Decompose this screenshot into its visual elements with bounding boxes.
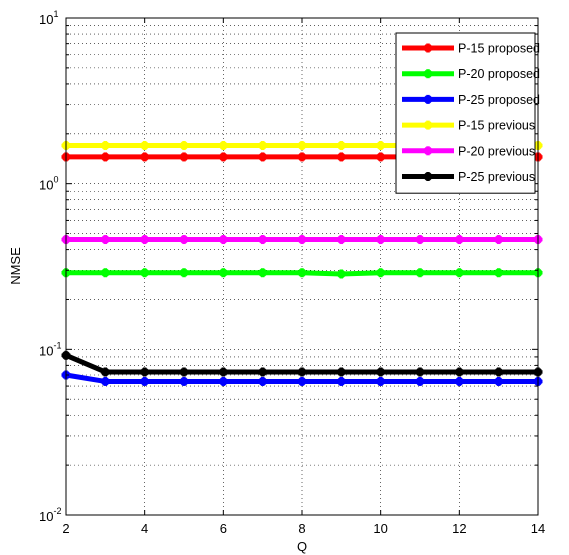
legend-label: P-25 proposed [458, 93, 540, 107]
x-tick-label: 4 [141, 521, 148, 536]
legend-label: P-20 proposed [458, 67, 540, 81]
legend: P-15 proposed P-20 proposed P-25 proposed P… [396, 33, 540, 193]
x-tick-label: 2 [62, 521, 69, 536]
y-tick-label: 101 [39, 9, 58, 27]
x-tick-label: 14 [531, 521, 545, 536]
legend-label: P-15 proposed [458, 42, 540, 56]
x-tick-label: 10 [373, 521, 387, 536]
legend-label: P-25 previous [458, 170, 535, 184]
y-axis-label: NMSE [8, 247, 23, 285]
x-tick-label: 8 [298, 521, 305, 536]
x-tick-label: 12 [452, 521, 466, 536]
y-tick-label: 100 [39, 175, 58, 193]
y-tick-label: 10-1 [39, 340, 61, 358]
y-tick-label: 10-2 [39, 506, 61, 524]
legend-label: P-15 previous [458, 119, 535, 133]
legend-label: P-20 previous [458, 144, 535, 158]
x-axis-label: Q [297, 539, 307, 554]
x-tick-label: 6 [220, 521, 227, 536]
